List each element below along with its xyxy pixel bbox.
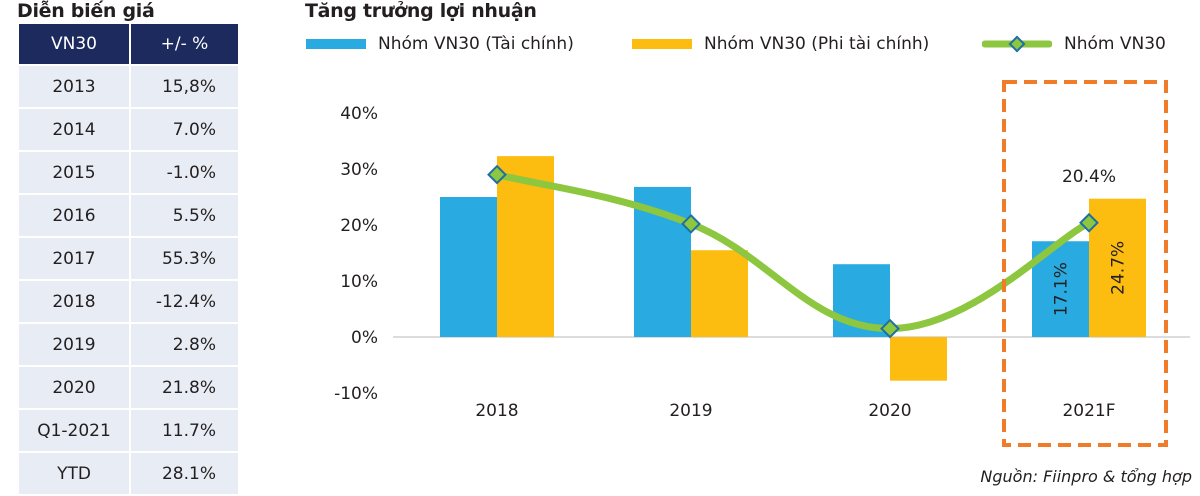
row-period: 2015 — [19, 152, 129, 193]
row-period: 2014 — [19, 109, 129, 150]
line-marker-2020 — [880, 318, 900, 339]
row-change: 55.3% — [131, 238, 238, 279]
y-tick-label: 40% — [340, 104, 378, 124]
table-row: 2013 15,8% — [19, 66, 238, 107]
line-marker-2021F — [1079, 212, 1099, 233]
legend-item-vn30: Nhóm VN30 — [982, 34, 1166, 54]
table-row: 2019 2.8% — [19, 324, 238, 365]
row-change: 11.7% — [131, 410, 238, 451]
x-tick-label: 2019 — [669, 401, 712, 421]
chart-title: Tăng trưởng lợi nhuận — [305, 0, 537, 22]
row-change: 7.0% — [131, 109, 238, 150]
chart-legend: Nhóm VN30 (Tài chính) Nhóm VN30 (Phi tài… — [0, 34, 1200, 60]
column-header-change: +/- % — [131, 24, 238, 64]
table-row: 2017 55.3% — [19, 238, 238, 279]
source-note: Nguồn: Fiinpro & tổng hợp — [980, 467, 1192, 486]
y-tick-label: 30% — [340, 160, 378, 180]
legend-label-vn30: Nhóm VN30 — [1064, 34, 1166, 54]
row-change: -1.0% — [131, 152, 238, 193]
legend-item-financial: Nhóm VN30 (Tài chính) — [306, 34, 574, 54]
row-change: 28.1% — [131, 453, 238, 494]
bar-nonfinancial-2021F — [1089, 198, 1146, 337]
row-period: YTD — [19, 453, 129, 494]
price-table-title: Diễn biến giá — [17, 0, 155, 22]
legend-line-marker-icon — [982, 35, 1052, 53]
data-label-financial-2021F: 17.1% — [1052, 262, 1072, 316]
row-period: 2016 — [19, 195, 129, 236]
bar-financial-2018 — [440, 197, 497, 337]
row-change: 21.8% — [131, 367, 238, 408]
row-change: 5.5% — [131, 195, 238, 236]
y-tick-label: -10% — [334, 384, 378, 404]
price-change-table: VN30 +/- % 2013 15,8% 2014 7.0% 2015 -1.0% 201… — [17, 22, 240, 496]
highlight-box-2021F — [1002, 80, 1168, 447]
bar-nonfinancial-2020 — [890, 337, 947, 381]
legend-swatch-financial — [306, 39, 366, 49]
table-row: YTD 28.1% — [19, 453, 238, 494]
column-header-index: VN30 — [19, 24, 129, 64]
y-tick-label: 0% — [351, 328, 378, 348]
row-period: Q1-2021 — [19, 410, 129, 451]
bar-nonfinancial-2019 — [691, 250, 748, 337]
table-row: 2020 21.8% — [19, 367, 238, 408]
x-tick-label: 2020 — [868, 401, 911, 421]
y-tick-label: 10% — [340, 272, 378, 292]
table-row: Q1-2021 11.7% — [19, 410, 238, 451]
x-tick-label: 2018 — [475, 401, 518, 421]
row-change: -12.4% — [131, 281, 238, 322]
row-period: 2020 — [19, 367, 129, 408]
row-period: 2017 — [19, 238, 129, 279]
legend-label-financial: Nhóm VN30 (Tài chính) — [378, 34, 574, 54]
x-tick-label: 2021F — [1062, 401, 1115, 421]
row-period: 2013 — [19, 66, 129, 107]
row-change: 15,8% — [131, 66, 238, 107]
table-row: 2014 7.0% — [19, 109, 238, 150]
legend-item-nonfinancial: Nhóm VN30 (Phi tài chính) — [632, 34, 929, 54]
table-header-row: VN30 +/- % — [19, 24, 238, 64]
line-marker-2018 — [487, 164, 507, 185]
row-period: 2018 — [19, 281, 129, 322]
y-tick-label: 20% — [340, 216, 378, 236]
row-period: 2019 — [19, 324, 129, 365]
data-label-nonfinancial-2021F: 24.7% — [1109, 241, 1129, 295]
line-vn30 — [493, 171, 1093, 333]
table-row: 2016 5.5% — [19, 195, 238, 236]
legend-label-nonfinancial: Nhóm VN30 (Phi tài chính) — [704, 34, 930, 54]
line-marker-2019 — [681, 213, 701, 234]
legend-swatch-nonfinancial — [632, 39, 692, 49]
row-change: 2.8% — [131, 324, 238, 365]
table-row: 2018 -12.4% — [19, 281, 238, 322]
table-row: 2015 -1.0% — [19, 152, 238, 193]
data-label-vn30-2021F: 20.4% — [1062, 167, 1116, 187]
